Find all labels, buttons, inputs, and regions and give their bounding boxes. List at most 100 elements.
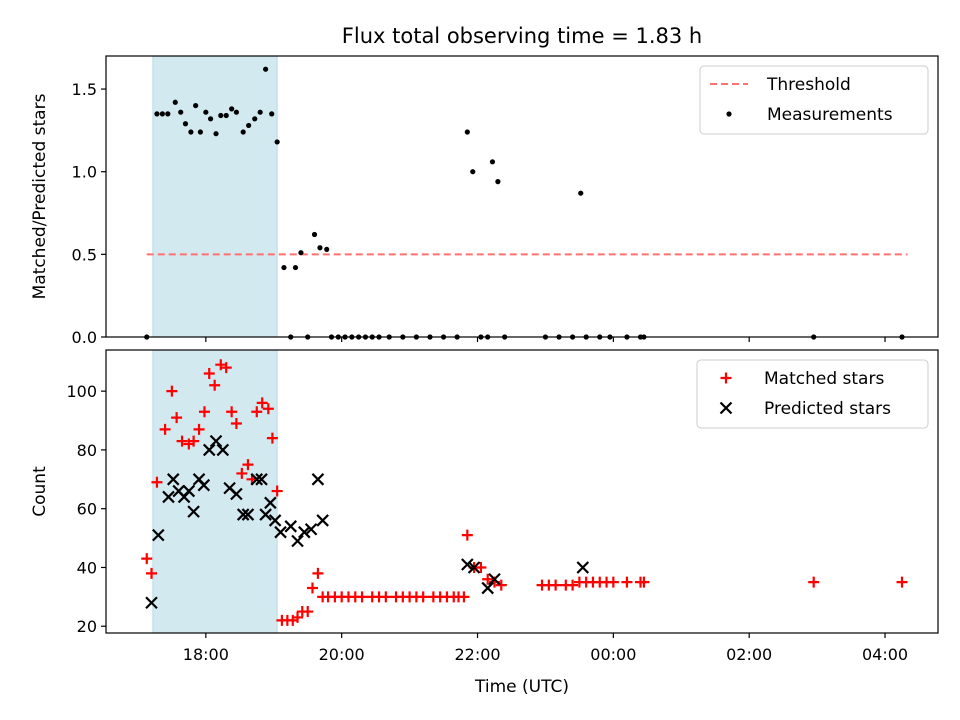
data-point — [495, 579, 507, 591]
data-point — [188, 435, 200, 447]
data-point — [808, 576, 820, 588]
data-point — [202, 443, 216, 457]
legend-label: Predicted stars — [764, 399, 891, 419]
y-tick-label: 0.0 — [72, 328, 97, 347]
data-point — [482, 573, 494, 585]
y-tick-label: 40 — [77, 558, 97, 577]
data-point — [197, 129, 204, 135]
legend-symbol — [720, 372, 732, 384]
data-point — [166, 473, 180, 486]
data-point — [230, 487, 243, 501]
data-point — [220, 362, 232, 374]
data-point — [380, 591, 392, 603]
data-point — [266, 432, 278, 444]
data-point — [311, 231, 318, 238]
data-point — [470, 169, 476, 175]
y-tick-label: 80 — [77, 441, 97, 460]
data-point — [250, 473, 264, 486]
data-point — [298, 525, 311, 539]
legend-box — [699, 65, 929, 135]
data-point — [578, 190, 584, 196]
data-point — [182, 484, 196, 498]
data-point — [223, 112, 229, 119]
data-point — [197, 478, 211, 492]
x-tick-label: 20:00 — [319, 645, 365, 664]
data-point — [292, 611, 304, 623]
data-point — [193, 102, 199, 109]
data-point — [233, 109, 240, 115]
legend: Matched stars Predicted stars — [696, 359, 929, 429]
data-point — [165, 111, 171, 117]
y-tick-label: 1.5 — [72, 80, 97, 99]
y-tick-label: 100 — [66, 382, 97, 401]
y-axis-label: Matched/Predicted stars — [30, 93, 50, 299]
count-panel: 20 40 60 80 100 18:00 20:00 22:00 00:00 02:00 04:0… — [30, 349, 939, 664]
x-tick-label: 00:00 — [590, 645, 636, 664]
y-tick-label: 1.0 — [72, 163, 97, 182]
data-point — [306, 582, 318, 594]
data-point — [166, 385, 178, 397]
data-point — [172, 99, 178, 105]
data-point — [312, 567, 324, 579]
data-point — [251, 406, 263, 418]
data-point — [317, 245, 323, 251]
data-point — [236, 508, 250, 521]
data-point — [187, 505, 200, 518]
data-point — [292, 264, 299, 271]
data-point — [236, 467, 248, 479]
data-point — [141, 553, 153, 565]
legend-label: Measurements — [767, 105, 893, 125]
data-point — [207, 116, 214, 122]
data-point — [291, 534, 304, 548]
data-point — [324, 246, 330, 252]
data-point — [284, 520, 298, 533]
data-point — [302, 606, 314, 618]
data-point — [182, 121, 189, 127]
data-point — [475, 561, 487, 573]
chart-title: Flux total observing time = 1.83 h — [342, 24, 702, 48]
data-point — [567, 579, 579, 591]
data-point — [159, 423, 171, 435]
axes-frame — [105, 55, 939, 338]
data-point — [263, 66, 269, 72]
data-point — [230, 417, 242, 429]
data-point — [259, 508, 272, 521]
data-point — [162, 490, 175, 504]
data-point — [256, 397, 268, 409]
data-point — [257, 109, 263, 115]
x-tick-label: 04:00 — [862, 645, 908, 664]
data-point — [638, 576, 650, 588]
data-point — [209, 434, 223, 448]
data-point — [218, 112, 224, 119]
data-point — [145, 596, 158, 610]
data-point — [274, 525, 287, 539]
data-point — [178, 109, 184, 115]
data-point — [489, 159, 496, 165]
data-point — [188, 129, 194, 135]
data-point — [241, 508, 255, 521]
data-point — [304, 522, 318, 536]
data-point — [203, 109, 209, 115]
axes-frame — [105, 349, 939, 634]
legend-symbol — [726, 111, 732, 117]
y-tick-label: 0.5 — [72, 245, 97, 264]
data-point — [576, 561, 590, 574]
data-point — [274, 139, 280, 145]
data-point — [269, 111, 275, 117]
data-point — [198, 406, 210, 418]
data-point — [203, 368, 215, 380]
series-matched-stars — [141, 359, 908, 626]
data-point — [268, 514, 282, 527]
data-point — [458, 591, 470, 603]
y-tick-label: 20 — [77, 617, 97, 636]
data-point — [311, 473, 325, 486]
data-point — [316, 514, 329, 527]
data-point — [171, 412, 183, 424]
data-point — [264, 496, 277, 510]
data-point — [298, 250, 304, 256]
data-point — [146, 567, 158, 579]
data-point — [467, 561, 481, 574]
data-point — [417, 591, 429, 603]
data-point — [464, 129, 470, 135]
legend-label: Matched stars — [764, 369, 884, 389]
